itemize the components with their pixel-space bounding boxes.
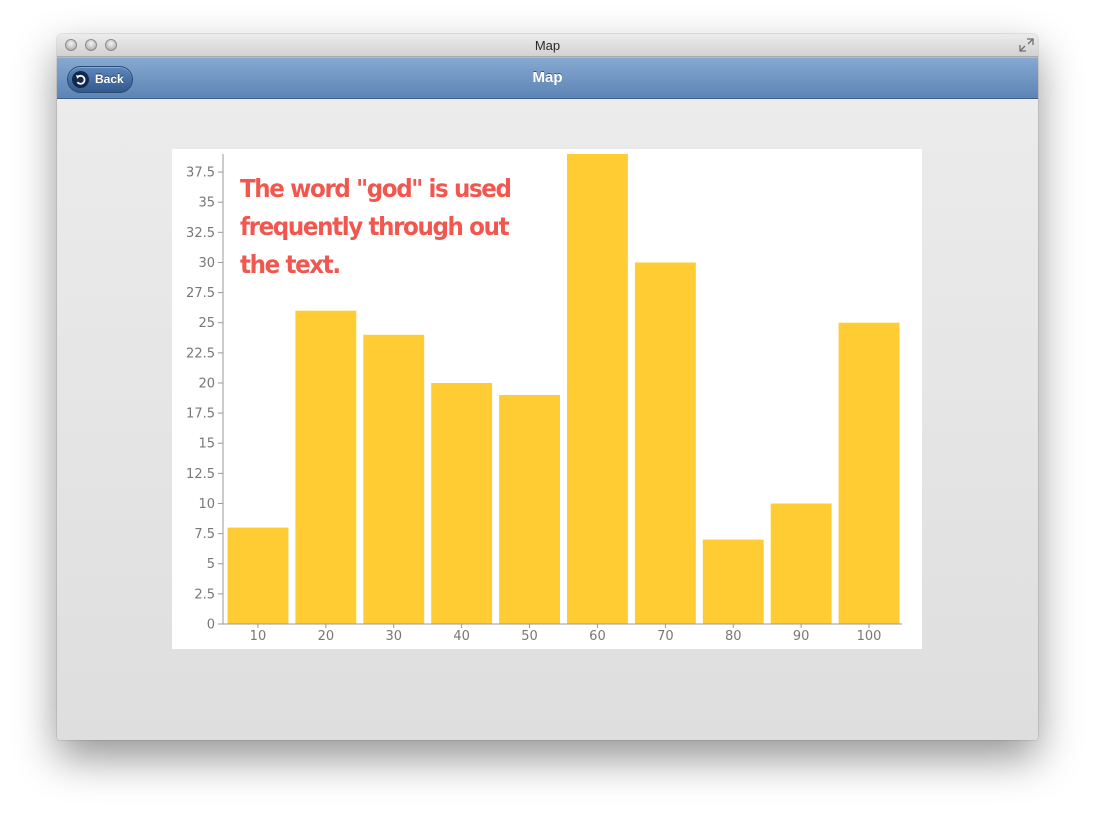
bar-50: [499, 395, 560, 624]
y-tick-label: 35: [198, 196, 215, 211]
bar-80: [702, 539, 764, 624]
y-tick-label: 2.5: [194, 587, 215, 602]
y-tick-label: 37.5: [186, 166, 215, 181]
y-tick-label: 25: [198, 316, 215, 331]
y-tick-label: 20: [198, 376, 215, 391]
close-window-button[interactable]: [65, 39, 77, 51]
bar-20: [295, 310, 357, 624]
window-title: Map: [534, 38, 561, 53]
y-tick-label: 17.5: [186, 407, 215, 422]
back-arrow-icon: [72, 71, 89, 88]
bar-40: [431, 383, 493, 624]
x-tick-label: 100: [857, 629, 882, 644]
app-window: Map Back Map 0 2.5 5 7.5 10 12.5 15 17.5 20 22.5 2…: [57, 34, 1038, 740]
y-tick-label: 7.5: [194, 527, 215, 542]
y-tick-label: 30: [198, 256, 215, 271]
x-tick-label: 10: [250, 629, 267, 644]
bar-30: [363, 334, 425, 624]
title-bar[interactable]: Map: [57, 34, 1038, 57]
y-tick-label: 22.5: [186, 346, 215, 361]
bar-10: [227, 527, 289, 624]
bar-100: [838, 322, 900, 624]
x-tick-label: 30: [385, 629, 402, 644]
x-tick-label: 60: [589, 629, 606, 644]
bar-chart: 0 2.5 5 7.5 10 12.5 15 17.5 20 22.5 25 27.5 30 32.5 35…: [186, 154, 902, 644]
navigation-bar: Back Map: [57, 57, 1038, 99]
page-title: Map: [532, 69, 563, 86]
x-tick-label: 20: [318, 629, 335, 644]
x-tick-label: 50: [521, 629, 538, 644]
chart-panel: 0 2.5 5 7.5 10 12.5 15 17.5 20 22.5 25 27.5 30 32.5 35…: [172, 149, 922, 649]
y-tick-label: 15: [198, 437, 215, 452]
x-tick-label: 70: [657, 629, 674, 644]
y-tick-label: 0: [207, 618, 215, 633]
y-tick-label: 10: [198, 497, 215, 512]
zoom-window-button[interactable]: [105, 39, 117, 51]
minimize-window-button[interactable]: [85, 39, 97, 51]
back-button-label: Back: [95, 72, 124, 86]
bar-90: [770, 503, 832, 624]
y-tick-label: 32.5: [186, 226, 215, 241]
x-tick-label: 90: [793, 629, 810, 644]
y-tick-label: 12.5: [186, 467, 215, 482]
x-tick-label: 80: [725, 629, 742, 644]
bar-70: [634, 262, 696, 624]
y-tick-label: 5: [207, 557, 215, 572]
x-tick-label: 40: [453, 629, 470, 644]
y-tick-label: 27.5: [186, 286, 215, 301]
fullscreen-icon[interactable]: [1019, 38, 1034, 52]
back-button[interactable]: Back: [67, 66, 133, 93]
bar-60: [567, 154, 628, 624]
chart-annotation: The word "god" is used frequently throug…: [240, 174, 512, 279]
